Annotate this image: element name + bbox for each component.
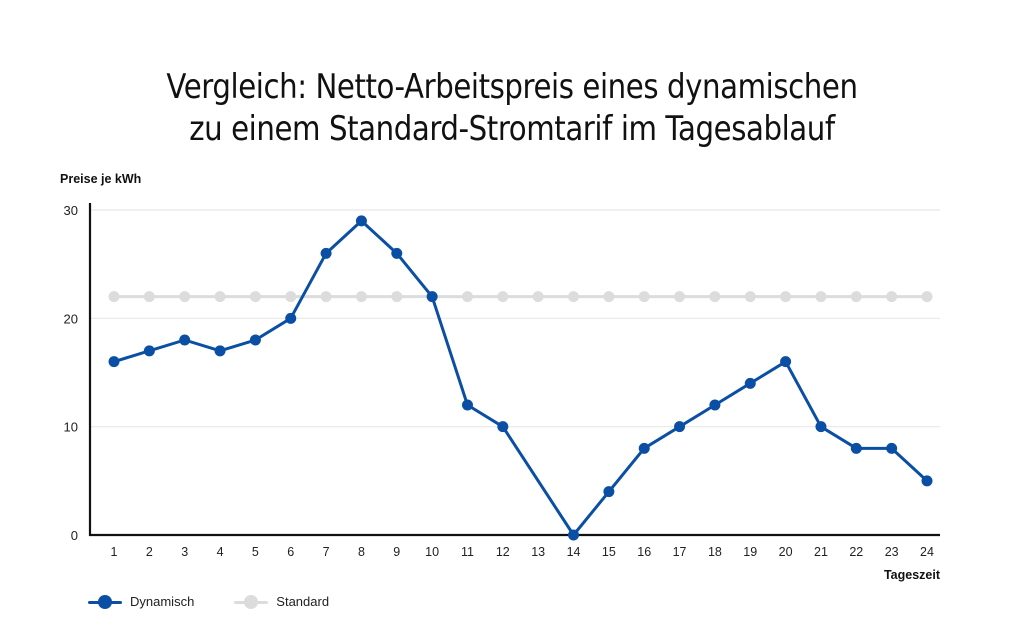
x-tick-label: 11	[461, 545, 474, 559]
data-point[interactable]	[426, 291, 438, 303]
x-tick-label: 5	[252, 545, 259, 559]
y-tick-label: 0	[71, 528, 78, 543]
data-point[interactable]	[249, 334, 261, 346]
data-point[interactable]	[568, 291, 580, 303]
data-point[interactable]	[497, 291, 509, 303]
x-tick-label: 14	[567, 545, 581, 559]
y-tick-label: 10	[64, 420, 78, 435]
data-point[interactable]	[674, 291, 686, 303]
data-point[interactable]	[886, 442, 898, 454]
x-tick-label: 6	[287, 545, 294, 559]
x-tick-label: 23	[885, 545, 899, 559]
legend-line-marker-icon	[234, 594, 269, 609]
data-point[interactable]	[355, 215, 367, 227]
y-tick-label: 20	[64, 311, 78, 326]
data-point[interactable]	[143, 345, 155, 357]
series-line	[113, 219, 929, 537]
data-point[interactable]	[815, 421, 827, 433]
data-point[interactable]	[850, 291, 862, 303]
legend-item-standard[interactable]: Standard	[234, 594, 329, 609]
x-tick-label: 21	[814, 545, 828, 559]
x-tick-label: 17	[673, 545, 687, 559]
data-point[interactable]	[921, 291, 933, 303]
data-point[interactable]	[285, 291, 297, 303]
chart-title-line-1: Vergleich: Netto-Arbeitspreis eines dyna…	[166, 67, 858, 107]
data-point[interactable]	[108, 291, 120, 303]
data-point[interactable]	[497, 421, 509, 433]
data-point[interactable]	[320, 247, 332, 259]
data-point[interactable]	[249, 291, 261, 303]
data-point[interactable]	[214, 291, 226, 303]
x-tick-label: 15	[602, 545, 616, 559]
x-tick-label: 19	[743, 545, 757, 559]
data-point[interactable]	[815, 291, 827, 303]
data-point[interactable]	[461, 291, 473, 303]
data-point[interactable]	[709, 291, 721, 303]
data-point[interactable]	[568, 529, 580, 541]
y-tick-label: 30	[64, 203, 78, 218]
x-tick-label: 22	[849, 545, 863, 559]
data-point[interactable]	[744, 377, 756, 389]
legend-label: Dynamisch	[130, 594, 195, 609]
data-point[interactable]	[886, 291, 898, 303]
x-tick-label: 8	[358, 545, 365, 559]
data-point[interactable]	[179, 334, 191, 346]
series-dynamisch	[108, 215, 933, 541]
chart-title-line-2: zu einem Standard-Stromtarif im Tagesabl…	[189, 109, 835, 149]
data-point[interactable]	[603, 291, 615, 303]
series-standard	[108, 291, 933, 303]
data-point[interactable]	[921, 475, 933, 487]
chart-legend: Dynamisch Standard	[88, 594, 329, 609]
x-axis-label: Tageszeit	[883, 568, 940, 582]
data-point[interactable]	[780, 291, 792, 303]
data-point[interactable]	[214, 345, 226, 357]
x-tick-label: 18	[708, 545, 722, 559]
x-tick-label: 9	[393, 545, 400, 559]
data-point[interactable]	[674, 421, 686, 433]
x-tick-label: 12	[496, 545, 510, 559]
x-tick-label: 10	[425, 545, 439, 559]
data-point[interactable]	[638, 442, 650, 454]
legend-line-marker-icon	[88, 594, 122, 609]
x-tick-label: 20	[779, 545, 793, 559]
data-point[interactable]	[285, 312, 297, 324]
y-axis-label: Preise je kWh	[60, 172, 142, 186]
x-tick-label: 13	[531, 545, 545, 559]
data-point[interactable]	[179, 291, 191, 303]
x-tick-label: 4	[217, 545, 224, 559]
data-point[interactable]	[532, 291, 544, 303]
x-tick-label: 3	[181, 545, 188, 559]
data-point[interactable]	[461, 399, 473, 411]
x-tick-label: 24	[920, 545, 934, 559]
data-point[interactable]	[355, 291, 367, 303]
x-tick-label: 1	[111, 545, 118, 559]
x-tick-label: 16	[637, 545, 651, 559]
data-point[interactable]	[391, 247, 403, 259]
data-point[interactable]	[744, 291, 756, 303]
data-point[interactable]	[709, 399, 721, 411]
x-tick-label: 2	[146, 545, 153, 559]
data-point[interactable]	[143, 291, 155, 303]
data-point[interactable]	[391, 291, 403, 303]
legend-item-dynamisch[interactable]: Dynamisch	[88, 594, 194, 609]
data-point[interactable]	[850, 442, 862, 454]
chart-title: Vergleich: Netto-Arbeitspreis eines dyna…	[72, 66, 953, 150]
data-point[interactable]	[320, 291, 332, 303]
x-tick-label: 7	[323, 545, 330, 559]
data-point[interactable]	[780, 356, 792, 368]
data-point[interactable]	[108, 356, 120, 368]
legend-label: Standard	[276, 594, 330, 609]
data-point[interactable]	[603, 486, 615, 498]
data-point[interactable]	[638, 291, 650, 303]
